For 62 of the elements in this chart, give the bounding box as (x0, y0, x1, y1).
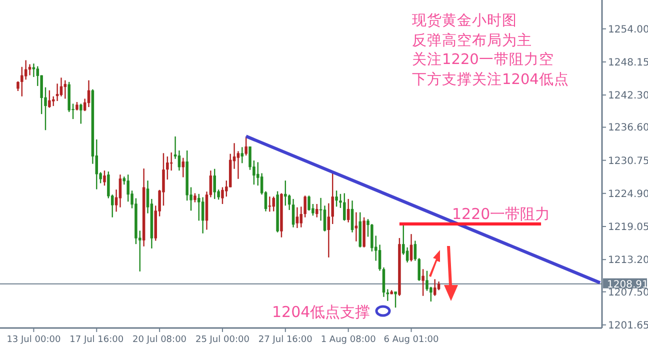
candlestick (433, 278, 436, 296)
candlestick (194, 192, 196, 203)
candlestick (350, 200, 354, 233)
text: 反弹高空布局为主 (412, 32, 532, 49)
text: 现货黄金小时图 (412, 12, 517, 29)
candlestick (339, 193, 342, 209)
candlestick (32, 62, 36, 78)
candlestick (118, 174, 122, 208)
candlestick (394, 290, 397, 308)
candlestick (304, 195, 306, 218)
candlestick (80, 103, 82, 124)
candlestick (201, 196, 204, 234)
candlestick (16, 80, 20, 92)
candlestick (64, 80, 67, 100)
candlestick (422, 268, 424, 296)
annotation: 1220一带阻力 (452, 205, 550, 223)
candlestick (170, 152, 173, 172)
candlestick (323, 205, 326, 232)
candlestick (166, 156, 169, 180)
candlestick (382, 266, 386, 298)
candlestick (378, 244, 382, 272)
candlestick (52, 96, 55, 107)
candlestick (292, 198, 295, 228)
candlestick (221, 186, 224, 205)
candlestick (346, 198, 350, 223)
candlestick (24, 60, 28, 80)
candlestick (300, 206, 303, 228)
x-tick-label: 25 Jul 00:00 (195, 335, 250, 345)
candlestick (213, 168, 216, 200)
candlestick (370, 223, 374, 252)
y-tick-label: 1248.15 (608, 57, 648, 68)
candlestick (284, 180, 287, 206)
annotation: 关注1220一带阻力空 (412, 51, 554, 68)
candlestick (315, 203, 318, 218)
x-tick-label: 27 Jul 16:00 (258, 335, 313, 345)
x-tick-label: 1 Aug 08:00 (320, 335, 376, 345)
candlestick (272, 196, 275, 212)
candlestick (335, 190, 338, 208)
candlestick (406, 246, 409, 264)
candlestick (288, 194, 291, 211)
candlestick (103, 170, 106, 186)
x-tick-label: 17 Jul 16:00 (70, 335, 124, 345)
x-tick-label: 20 Jul 08:00 (132, 335, 187, 345)
annotation: 1204低点支撑 (272, 303, 370, 321)
candlestick (343, 192, 346, 222)
candlestick (126, 174, 130, 202)
candlestick (244, 136, 248, 156)
y-tick-label: 1201.65 (608, 320, 648, 332)
candlestick (426, 270, 428, 292)
x-tick-label: 6 Aug 01:00 (384, 335, 440, 345)
candlestick (308, 195, 310, 212)
candlestick (48, 90, 51, 108)
y-tick-label: 1219.05 (608, 222, 648, 233)
y-tick-label: 1230.75 (608, 156, 648, 167)
candlestick (56, 83, 59, 102)
candlestick (268, 196, 272, 212)
candlestick (296, 206, 299, 229)
x-tick-label: 13 Jul 00:00 (6, 335, 61, 345)
candlestick (354, 212, 358, 242)
annotation: 下方支撑关注1204低点 (412, 71, 569, 88)
candlestick (240, 146, 244, 164)
candlestick (236, 150, 240, 180)
